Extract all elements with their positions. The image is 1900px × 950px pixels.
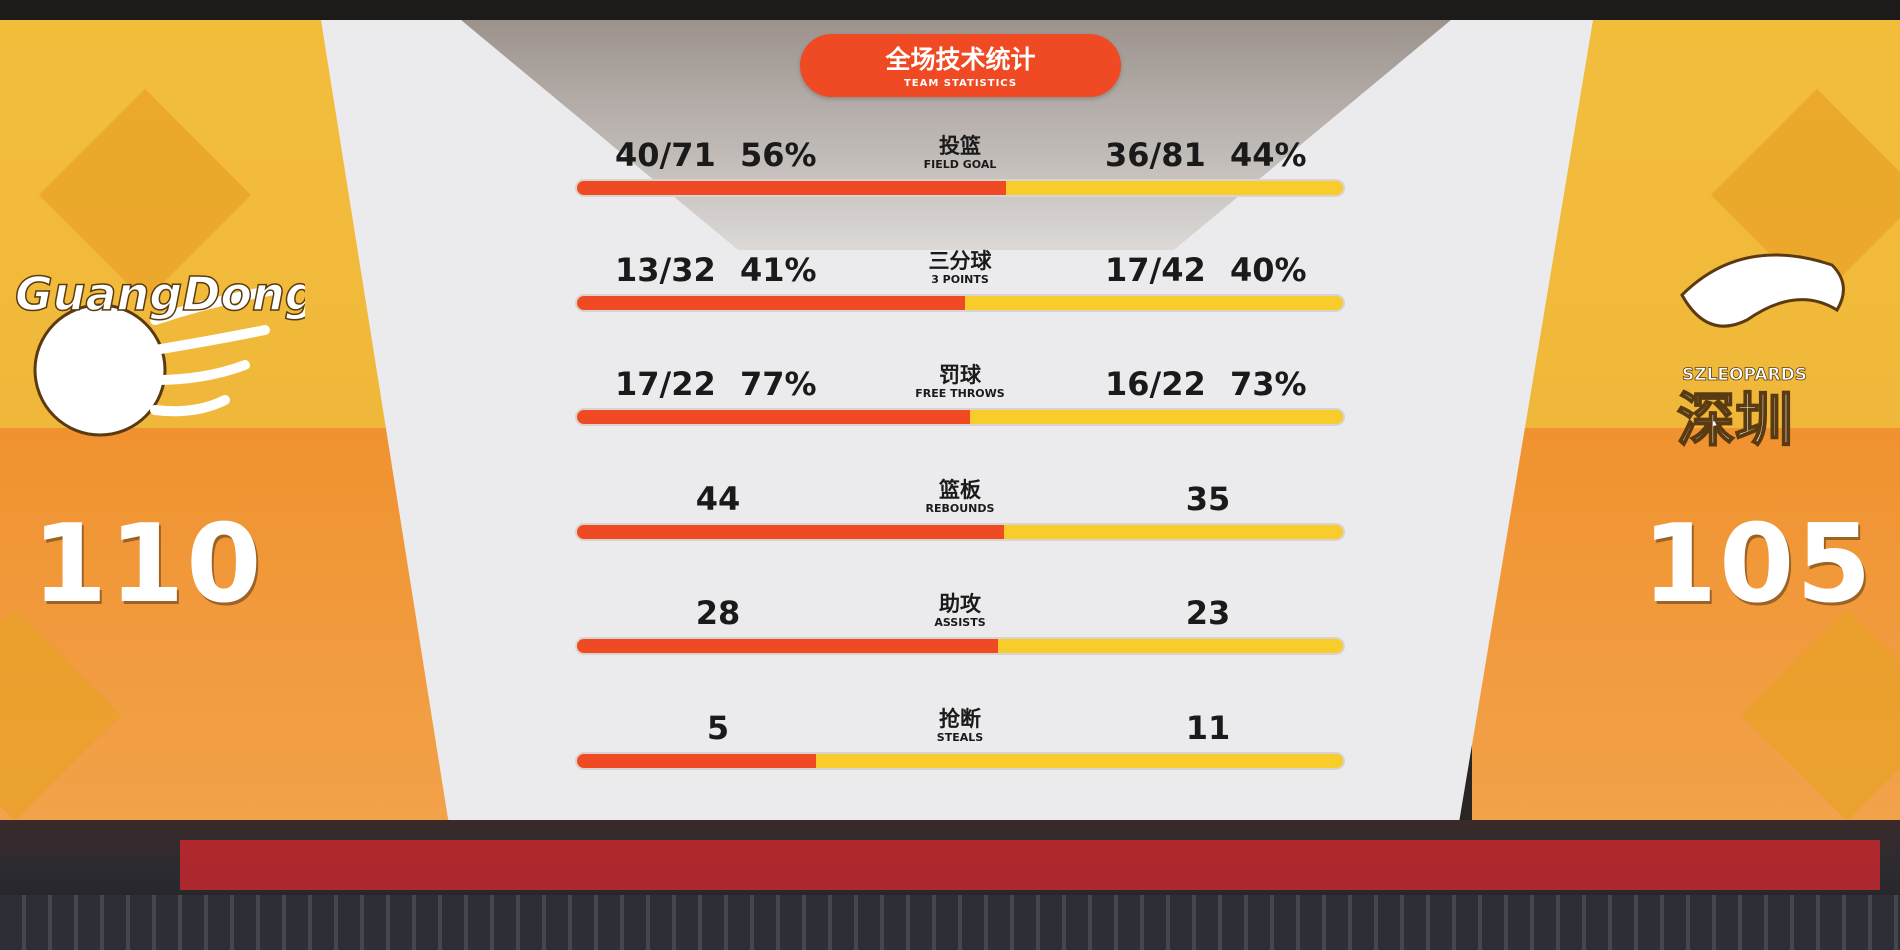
stats-title: 全场技术统计 TEAM STATISTICS [800, 34, 1121, 97]
svg-text:深圳: 深圳 [1677, 386, 1793, 454]
away-value: 11 [1185, 708, 1231, 747]
broadcast-top-strip [0, 0, 1900, 20]
stat-label: 投篮 FIELD GOAL [900, 134, 1020, 171]
svg-text:GuangDong: GuangDong [15, 267, 305, 321]
comparison-bar [575, 179, 1345, 197]
stat-label-en: REBOUNDS [925, 501, 995, 515]
comparison-bar [575, 522, 1345, 541]
title-zh: 全场技术统计 [885, 45, 1036, 74]
home-value: 5 [706, 708, 730, 747]
away-made-attempts: 17/42 [1105, 250, 1206, 289]
stat-label-en: ASSISTS [934, 616, 986, 629]
comparison-bar [575, 408, 1345, 426]
stat-label-en: FIELD GOAL [923, 158, 997, 171]
home-value: 44 [695, 479, 741, 518]
svg-text:SZLEOPARDS: SZLEOPARDS [1682, 365, 1807, 385]
home-share-fill [577, 753, 817, 768]
arena-background [0, 820, 1900, 950]
home-made-attempts: 40/71 [615, 136, 716, 174]
comparison-bar [575, 637, 1345, 655]
home-share-fill [577, 295, 965, 310]
home-score: 110 [32, 502, 264, 627]
stat-label: 篮板 REBOUNDS [900, 478, 1020, 515]
stat-label-en: STEALS [936, 730, 984, 744]
away-percentage: 73% [1230, 365, 1307, 403]
away-made-attempts: 36/81 [1105, 136, 1206, 174]
home-percentage: 77% [740, 365, 817, 403]
stat-label-zh: 抢断 [939, 706, 981, 731]
comparison-bar [575, 751, 1345, 770]
stat-row: 5 11 抢断 STEALS [560, 707, 1360, 809]
away-value: 35 [1185, 479, 1231, 518]
home-share-fill [577, 639, 998, 653]
stat-label: 三分球 3 POINTS [900, 249, 1020, 286]
title-en: TEAM STATISTICS [903, 78, 1018, 89]
away-percentage: 44% [1230, 136, 1307, 174]
stat-label-en: 3 POINTS [931, 272, 989, 286]
away-score: 105 [1642, 502, 1874, 627]
stat-label-zh: 投篮 [939, 134, 981, 158]
home-share-fill [577, 410, 970, 424]
stat-row: 13/32 41% 17/42 40% 三分球 3 POINTS [560, 249, 1360, 351]
stat-label: 助攻 ASSISTS [900, 592, 1020, 629]
shenzhen-leopards-logo: SZLEOPARDS 深圳 [1676, 253, 1845, 455]
home-percentage: 56% [740, 136, 817, 174]
stat-label-en: FREE THROWS [915, 387, 1005, 400]
stat-label: 罚球 FREE THROWS [900, 363, 1020, 400]
away-made-attempts: 16/22 [1105, 365, 1206, 403]
away-percentage: 40% [1230, 250, 1307, 289]
stat-row: 17/22 77% 16/22 73% 罚球 FREE THROWS [560, 363, 1360, 465]
home-share-fill [577, 524, 1004, 539]
away-value: 23 [1185, 594, 1231, 632]
stat-row: 40/71 56% 36/81 44% 投篮 FIELD GOAL [560, 134, 1360, 236]
home-made-attempts: 13/32 [615, 250, 716, 289]
home-value: 28 [695, 594, 741, 632]
comparison-bar [575, 293, 1345, 312]
stat-label-zh: 罚球 [939, 363, 981, 387]
stat-row: 28 23 助攻 ASSISTS [560, 592, 1360, 694]
away-team-panel: SZLEOPARDS 深圳 105 [1472, 20, 1900, 820]
stat-label: 抢断 STEALS [900, 707, 1020, 744]
home-percentage: 41% [740, 250, 817, 289]
stat-row: 44 35 篮板 REBOUNDS [560, 478, 1360, 580]
home-share-fill [577, 181, 1006, 195]
home-made-attempts: 17/22 [615, 365, 716, 403]
stat-label-zh: 篮板 [939, 477, 981, 502]
guangdong-logo: GuangDong [14, 266, 305, 437]
stat-label-zh: 助攻 [939, 592, 981, 616]
stat-label-zh: 三分球 [928, 248, 992, 273]
